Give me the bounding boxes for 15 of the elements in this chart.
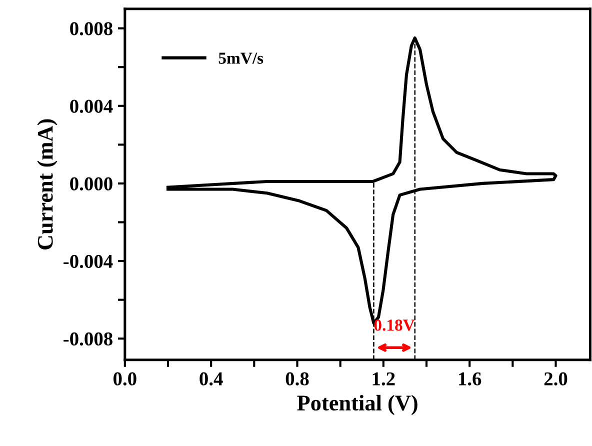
x-tick-label: 2.0 (544, 372, 568, 386)
y-tick-label: -0.004 (64, 254, 113, 268)
y-axis-title: Current (mA) (37, 119, 58, 250)
x-tick-label: 1.6 (458, 372, 482, 386)
annotation: 0.18V (374, 320, 415, 331)
x-axis-title: Potential (V) (297, 394, 418, 416)
legend-label: 5mV/s (218, 52, 264, 64)
x-tick-label: 0.4 (200, 372, 223, 386)
y-tick-label: 0.004 (70, 100, 113, 113)
y-tick-label: 0.008 (70, 22, 112, 36)
x-tick-label: 0.0 (114, 372, 136, 386)
x-tick-label: 1.2 (372, 372, 395, 386)
x-tick-label: 0.8 (286, 372, 309, 386)
y-tick-label: -0.008 (64, 332, 112, 346)
y-tick-label: 0.000 (70, 177, 112, 190)
